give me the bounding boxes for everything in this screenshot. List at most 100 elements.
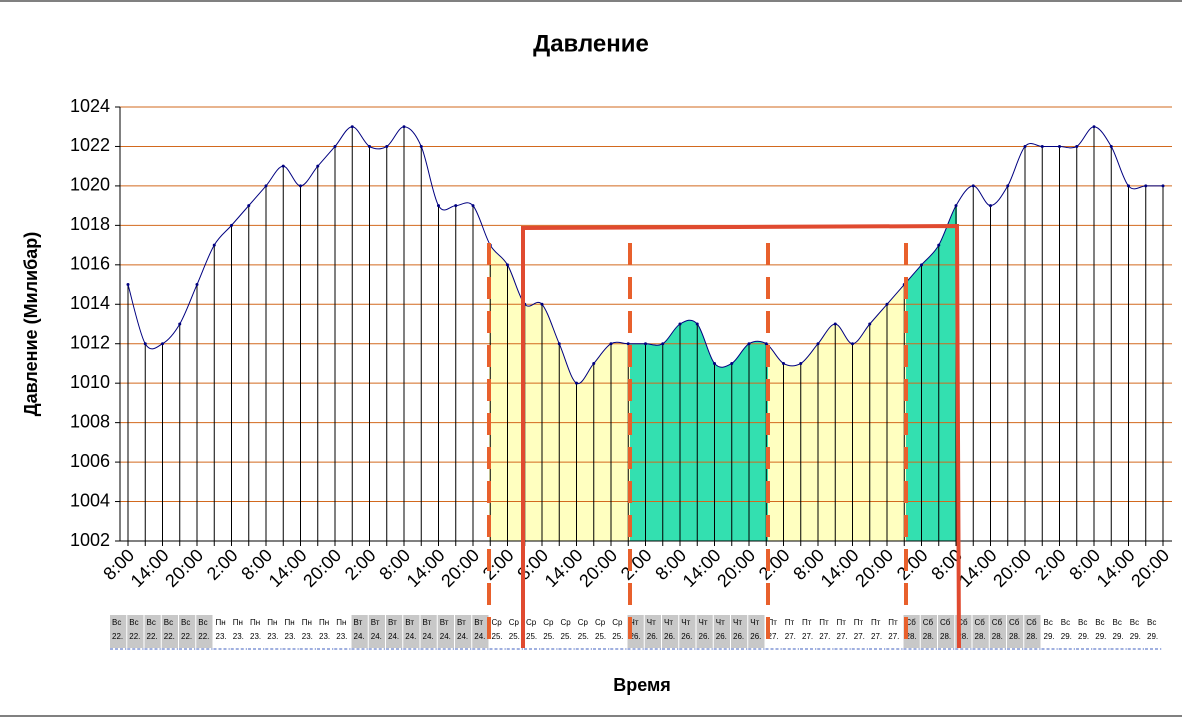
day-date: 26. (699, 632, 710, 641)
point (402, 125, 406, 129)
highlight-frame (521, 223, 961, 649)
day-name: Вт (474, 618, 483, 627)
point (1058, 144, 1061, 148)
day-cell (248, 615, 265, 648)
day-cell (989, 615, 1006, 648)
day-name: Сб (1026, 618, 1037, 627)
point (557, 342, 561, 346)
day-name: Ср (526, 618, 537, 627)
day-date: 27. (768, 632, 779, 641)
point (954, 204, 958, 208)
point (161, 342, 164, 346)
day-name: Вт (440, 618, 449, 627)
day-date: 25. (492, 632, 503, 641)
point (1127, 184, 1130, 188)
day-name: Вт (371, 618, 380, 627)
day-cell (299, 615, 316, 648)
point (695, 322, 699, 326)
y-tick-label: 1002 (70, 530, 110, 550)
y-tick-label: 1020 (70, 175, 110, 195)
day-cell (938, 615, 955, 648)
day-date: 29. (1095, 632, 1106, 641)
y-tick-label: 1008 (70, 411, 110, 431)
point (885, 302, 889, 306)
day-date: 27. (785, 632, 796, 641)
y-tick-label: 1022 (70, 135, 110, 155)
y-tick-label: 1014 (70, 293, 110, 313)
day-cell (1145, 615, 1162, 648)
day-date: 25. (612, 632, 623, 641)
y-tick-label: 1004 (70, 490, 110, 510)
day-name: Сб (906, 618, 917, 627)
y-tick-label: 1006 (70, 451, 110, 471)
day-date: 26. (664, 632, 675, 641)
day-cell (834, 615, 851, 648)
day-cell (593, 615, 610, 648)
day-cell (972, 615, 989, 648)
day-name: Пт (888, 618, 898, 627)
day-date: 29. (1044, 632, 1055, 641)
day-name: Чт (647, 618, 656, 627)
shaded-area (768, 282, 906, 541)
day-name: Чт (664, 618, 673, 627)
point (1144, 184, 1148, 188)
day-date: 22. (112, 632, 123, 641)
day-cell (161, 615, 178, 648)
day-date: 29. (1113, 632, 1124, 641)
day-date: 25. (578, 632, 589, 641)
point (1092, 125, 1096, 129)
day-name: Вс (1078, 618, 1087, 627)
day-name: Сб (1009, 618, 1020, 627)
day-date: 27. (888, 632, 899, 641)
day-cell (403, 615, 420, 648)
day-cell (782, 615, 799, 648)
point (385, 144, 389, 148)
day-name: Пн (285, 618, 295, 627)
day-date: 25. (595, 632, 606, 641)
point (333, 144, 337, 148)
point (747, 342, 751, 346)
x-tick-label: 14:00 (403, 545, 449, 591)
day-name: Чт (630, 618, 639, 627)
day-name: Вс (198, 618, 207, 627)
annotations (487, 223, 961, 650)
y-tick-label: 1016 (70, 254, 110, 274)
day-name: Чт (681, 618, 690, 627)
point (816, 342, 820, 346)
day-name: Пт (854, 618, 864, 627)
day-name: Пн (319, 618, 329, 627)
x-tick-label: 2:00 (893, 545, 932, 584)
day-date: 24. (474, 632, 485, 641)
day-cell (472, 615, 489, 648)
day-name: Вс (1061, 618, 1070, 627)
day-cell (541, 615, 558, 648)
day-cell (386, 615, 403, 648)
day-name: Чт (750, 618, 759, 627)
x-tick-label: 2:00 (341, 545, 380, 584)
x-tick-label: 20:00 (299, 545, 345, 591)
x-tick-label: 14:00 (679, 545, 725, 591)
day-cell (179, 615, 196, 648)
point (143, 342, 147, 346)
day-date: 24. (440, 632, 451, 641)
day-date: 29. (1130, 632, 1141, 641)
point (247, 204, 251, 208)
day-name: Сб (957, 618, 968, 627)
point (1109, 144, 1113, 148)
day-date: 25. (509, 632, 520, 641)
day-date: 26. (647, 632, 658, 641)
point (1006, 184, 1010, 188)
day-cell (420, 615, 437, 648)
point (281, 164, 285, 168)
day-name: Вт (423, 618, 432, 627)
chart-title: Давление (533, 30, 649, 57)
x-tick-label: 14:00 (955, 545, 1001, 591)
day-date: 26. (750, 632, 761, 641)
day-date: 29. (1061, 632, 1072, 641)
day-name: Пн (216, 618, 226, 627)
day-cell (851, 615, 868, 648)
point (868, 322, 872, 326)
day-date: 23. (216, 632, 227, 641)
day-name: Вс (147, 618, 156, 627)
day-cell (817, 615, 834, 648)
